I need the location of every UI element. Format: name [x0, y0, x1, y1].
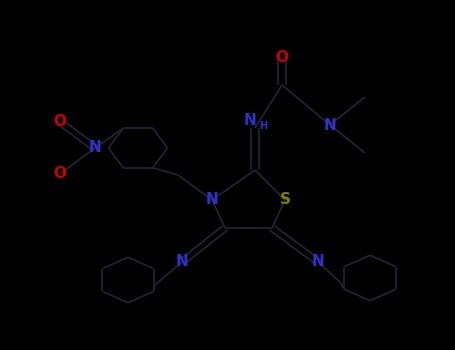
Text: N: N [176, 254, 188, 270]
Text: O: O [275, 50, 288, 65]
Text: H: H [259, 121, 267, 131]
Text: O: O [54, 114, 66, 130]
Text: N: N [89, 140, 101, 155]
Text: N: N [312, 254, 324, 270]
Text: O: O [54, 167, 66, 182]
Text: N: N [324, 118, 336, 133]
Text: N: N [206, 193, 218, 208]
Text: N: N [244, 113, 257, 128]
Text: S: S [279, 193, 290, 208]
